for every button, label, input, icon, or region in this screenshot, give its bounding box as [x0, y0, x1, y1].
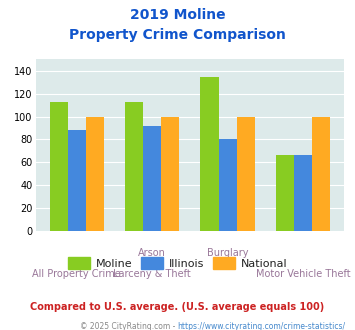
Bar: [143, 126, 161, 231]
Bar: [219, 140, 237, 231]
Bar: [201, 77, 219, 231]
Text: https://www.cityrating.com/crime-statistics/: https://www.cityrating.com/crime-statist…: [178, 322, 346, 330]
Text: Motor Vehicle Theft: Motor Vehicle Theft: [256, 269, 350, 279]
Text: © 2025 CityRating.com -: © 2025 CityRating.com -: [80, 322, 178, 330]
Text: Larceny & Theft: Larceny & Theft: [113, 269, 191, 279]
Text: Arson: Arson: [138, 248, 166, 258]
Text: Property Crime Comparison: Property Crime Comparison: [69, 28, 286, 42]
Text: 2019 Moline: 2019 Moline: [130, 8, 225, 22]
Text: All Property Crime: All Property Crime: [32, 269, 121, 279]
Legend: Moline, Illinois, National: Moline, Illinois, National: [63, 253, 292, 273]
Bar: [312, 116, 330, 231]
Bar: [125, 102, 143, 231]
Text: Burglary: Burglary: [207, 248, 248, 258]
Bar: [68, 130, 86, 231]
Bar: [294, 155, 312, 231]
Bar: [276, 155, 294, 231]
Text: Compared to U.S. average. (U.S. average equals 100): Compared to U.S. average. (U.S. average …: [31, 302, 324, 312]
Bar: [237, 116, 255, 231]
Bar: [50, 102, 68, 231]
Bar: [161, 116, 179, 231]
Bar: [86, 116, 104, 231]
